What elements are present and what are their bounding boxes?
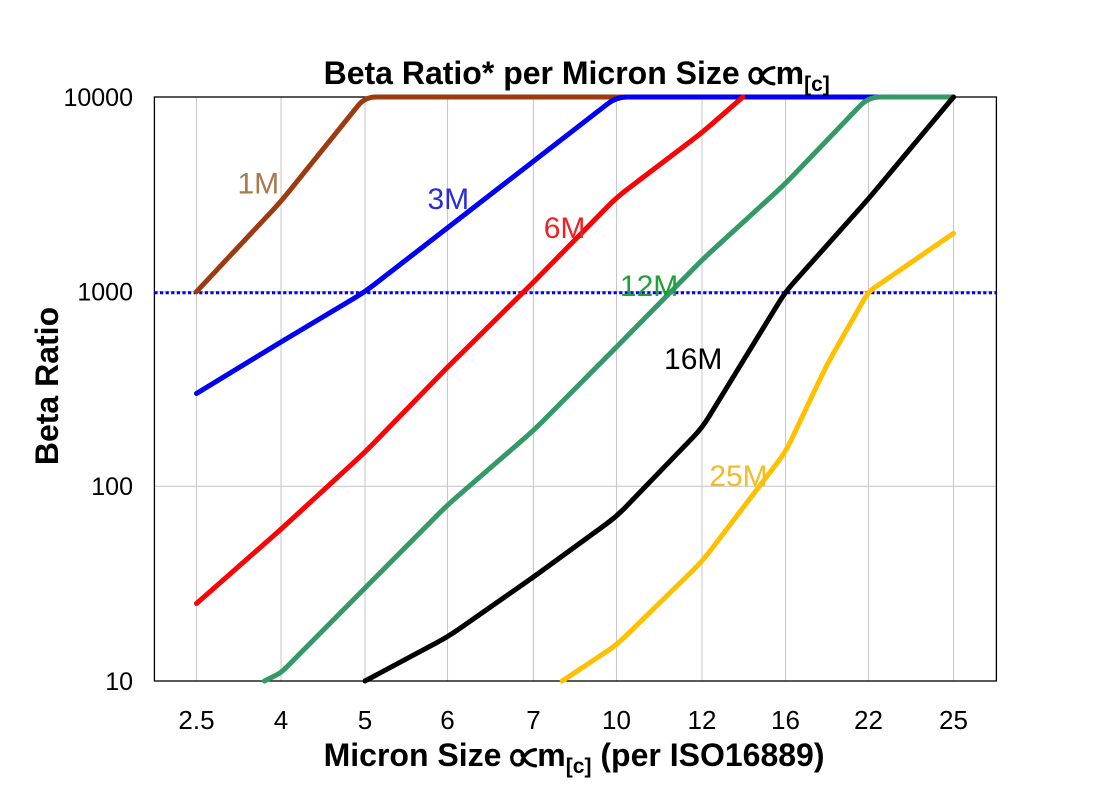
svg-text:2.5: 2.5 xyxy=(178,705,214,735)
svg-text:(per ISO16889): (per ISO16889) xyxy=(600,737,824,773)
svg-text:22: 22 xyxy=(854,705,883,735)
svg-text:16M: 16M xyxy=(664,343,722,376)
svg-text:10: 10 xyxy=(602,705,631,735)
svg-text:[c]: [c] xyxy=(566,755,592,778)
svg-text:Beta Ratio* per Micron Size: Beta Ratio* per Micron Size xyxy=(324,55,740,91)
svg-text:10: 10 xyxy=(105,668,133,696)
svg-text:m: m xyxy=(776,55,804,91)
svg-text:12: 12 xyxy=(688,705,717,735)
svg-text:m: m xyxy=(537,737,565,773)
svg-text:Beta Ratio: Beta Ratio xyxy=(29,307,65,465)
svg-text:25M: 25M xyxy=(709,460,767,493)
svg-text:25: 25 xyxy=(939,705,968,735)
svg-text:1000: 1000 xyxy=(77,279,133,307)
svg-text:5: 5 xyxy=(358,705,372,735)
svg-text:100: 100 xyxy=(91,473,133,501)
svg-text:7: 7 xyxy=(526,705,540,735)
svg-text:1M: 1M xyxy=(237,168,279,201)
svg-text:10000: 10000 xyxy=(63,84,133,112)
svg-text:6: 6 xyxy=(440,705,454,735)
svg-text:16: 16 xyxy=(771,705,800,735)
svg-text:12M: 12M xyxy=(620,270,678,303)
svg-text:6M: 6M xyxy=(544,212,586,245)
svg-text:Micron Size: Micron Size xyxy=(324,737,502,773)
svg-text:[c]: [c] xyxy=(804,73,830,96)
svg-text:4: 4 xyxy=(274,705,288,735)
svg-text:3M: 3M xyxy=(427,183,469,216)
